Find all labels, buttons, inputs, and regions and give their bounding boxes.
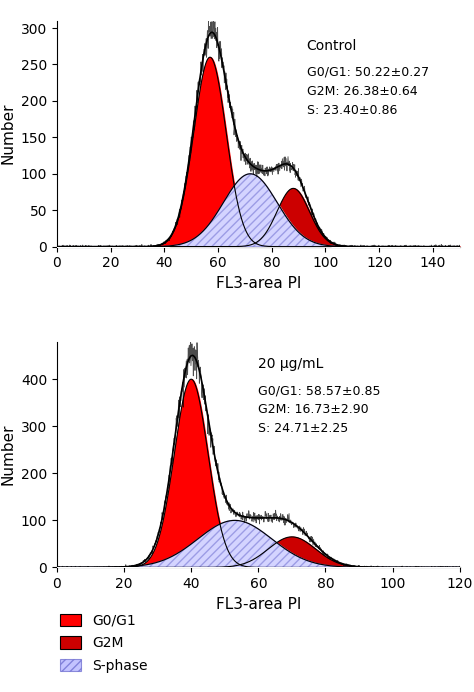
Y-axis label: Number: Number [0, 424, 15, 485]
Text: G0/G1: 50.22±0.27
G2M: 26.38±0.64
S: 23.40±0.86: G0/G1: 50.22±0.27 G2M: 26.38±0.64 S: 23.… [307, 66, 429, 117]
X-axis label: FL3-area PI: FL3-area PI [216, 597, 301, 612]
Y-axis label: Number: Number [0, 103, 15, 165]
Text: 20 μg/mL: 20 μg/mL [258, 357, 324, 372]
Text: G0/G1: 58.57±0.85
G2M: 16.73±2.90
S: 24.71±2.25: G0/G1: 58.57±0.85 G2M: 16.73±2.90 S: 24.… [258, 385, 381, 435]
X-axis label: FL3-area PI: FL3-area PI [216, 276, 301, 291]
Legend: G0/G1, G2M, S-phase: G0/G1, G2M, S-phase [55, 608, 153, 678]
Text: Control: Control [307, 39, 357, 53]
